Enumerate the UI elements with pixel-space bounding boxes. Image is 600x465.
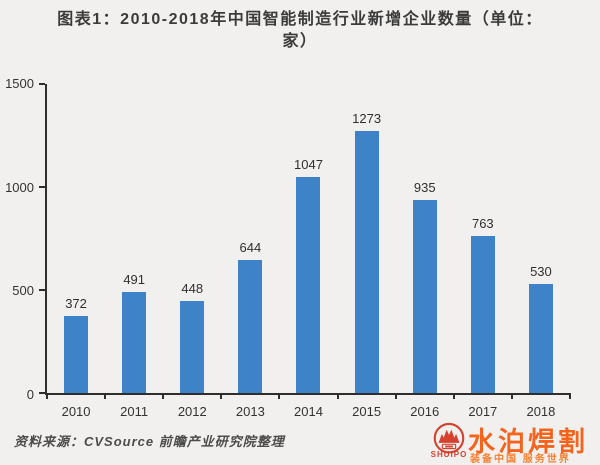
- bar-group: 763 2017: [454, 84, 512, 419]
- bar-group: 935 2016: [396, 84, 454, 419]
- bar: [122, 291, 147, 393]
- x-axis-label: 2015: [352, 404, 382, 419]
- bar-value-label: 644: [239, 240, 262, 256]
- plot-area: 372 2010 491 2011 448 2012 644 2013 1047 2014 1273…: [39, 83, 571, 419]
- bar-value-label: 935: [413, 180, 436, 196]
- x-axis-label: 2017: [468, 404, 498, 419]
- bar: [238, 260, 263, 393]
- bar-value-label: 763: [471, 215, 494, 231]
- bar: [470, 235, 495, 393]
- chart-title-line1: 图表1：2010-2018年中国智能制造行业新增企业数量（单位：: [57, 11, 543, 28]
- y-tick-mark: [39, 392, 45, 394]
- x-tick-mark: [162, 393, 165, 399]
- x-axis-label: 2013: [235, 404, 265, 419]
- bar-group: 644 2013: [221, 84, 279, 419]
- bar-group: 448 2012: [163, 84, 221, 419]
- x-axis-label: 2016: [410, 404, 440, 419]
- bar-group: 372 2010: [47, 84, 105, 419]
- y-tick-mark: [39, 186, 45, 189]
- bar: [180, 300, 205, 393]
- bar-group: 491 2011: [105, 84, 163, 419]
- bar-group: 1047 2014: [279, 84, 337, 419]
- y-tick-label: 1500: [5, 76, 34, 91]
- logo-slogan-text: 装备中国 服务世界: [470, 454, 571, 465]
- x-tick-mark: [220, 393, 223, 399]
- bar-group: 530 2018: [512, 84, 570, 419]
- x-axis-label: 2012: [177, 404, 207, 419]
- x-axis-label: 2011: [120, 404, 149, 419]
- source-note: 资料来源：CVSource 前瞻产业研究院整理: [14, 434, 285, 449]
- bars-row: 372 2010 491 2011 448 2012 644 2013 1047 2014 1273…: [47, 84, 570, 419]
- y-axis-labels: 0 500 1000 1500: [0, 76, 40, 402]
- x-axis-label: 2010: [61, 404, 91, 419]
- bar-value-label: 491: [123, 271, 146, 287]
- x-tick-mark: [452, 393, 455, 399]
- bar: [354, 130, 379, 393]
- x-tick-mark: [394, 393, 397, 399]
- bar: [528, 283, 553, 393]
- y-tick-mark: [39, 83, 45, 85]
- x-axis-label: 2018: [526, 404, 556, 419]
- x-tick-mark: [510, 393, 513, 399]
- x-axis-label: 2014: [294, 404, 323, 419]
- x-tick-mark: [46, 393, 48, 399]
- bar-value-label: 448: [181, 280, 204, 296]
- y-tick-label: 0: [26, 387, 34, 402]
- logo-badge-text: SHUIPO: [430, 450, 468, 459]
- x-tick-mark: [569, 393, 571, 399]
- chart-title-line2: 家）: [282, 33, 318, 50]
- x-tick-mark: [336, 393, 339, 399]
- y-tick-label: 500: [12, 283, 34, 299]
- bar-value-label: 1047: [294, 157, 323, 173]
- logo-brand-text: 水泊焊割: [468, 427, 588, 457]
- x-tick-mark: [104, 393, 107, 399]
- mountain-emblem-icon: [433, 422, 465, 454]
- bar-value-label: 1273: [352, 110, 382, 126]
- x-tick-mark: [278, 393, 281, 399]
- bar: [64, 316, 89, 393]
- bar-value-label: 530: [530, 263, 552, 279]
- bar-value-label: 372: [65, 296, 87, 312]
- chart-title: 图表1：2010-2018年中国智能制造行业新增企业数量（单位： 家）: [0, 9, 600, 53]
- bar-group: 1273 2015: [338, 84, 396, 419]
- y-tick-label: 1000: [5, 179, 34, 195]
- y-tick-mark: [39, 289, 45, 292]
- bar: [412, 200, 437, 393]
- bar: [296, 177, 321, 393]
- watermark-logo: SHUIPO 水泊焊割 装备中国 服务世界: [424, 416, 596, 465]
